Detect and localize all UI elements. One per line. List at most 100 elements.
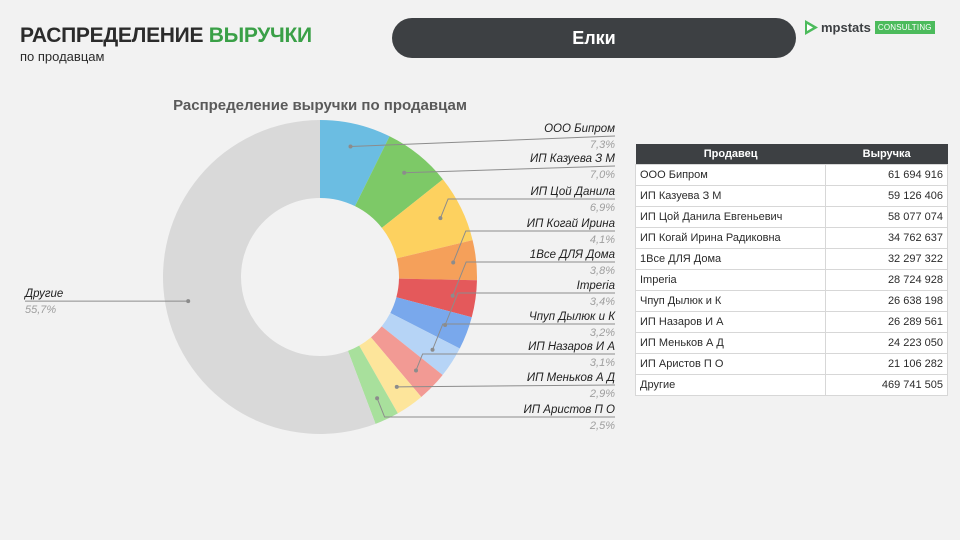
leader-line-4	[452, 261, 615, 296]
slice-label-5: Imperia	[577, 280, 615, 292]
slice-10	[163, 120, 376, 434]
leader-dot-7	[414, 368, 419, 373]
cell-seller: ИП Аристов П О	[634, 353, 827, 375]
slice-label-10: Другие	[23, 288, 63, 300]
table-row: Другие 469 741 505	[634, 374, 948, 396]
slice-label-8: ИП Меньков А Д	[527, 372, 615, 384]
leader-line-6	[432, 323, 615, 350]
logo-text: mpstats	[821, 19, 871, 35]
slice-3	[396, 240, 477, 281]
cell-revenue: 26 638 198	[825, 290, 948, 312]
slice-percent-5: 3,4%	[590, 296, 615, 308]
slice-8	[359, 337, 422, 414]
cell-seller: 1Все ДЛЯ Дома	[634, 248, 827, 270]
page-title: РАСПРЕДЕЛЕНИЕ ВЫРУЧКИ	[20, 24, 312, 48]
cell-revenue: 28 724 928	[825, 269, 948, 291]
leader-line-9	[376, 398, 615, 418]
cell-seller: ИП Когай Ирина Радиковна	[634, 227, 827, 249]
slice-label-9: ИП Аристов П О	[524, 404, 616, 416]
leader-dot-10	[186, 299, 191, 304]
slice-percent-0: 7,3%	[590, 139, 615, 151]
leader-dot-0	[348, 144, 353, 149]
cell-seller: ИП Казуева З М	[634, 185, 827, 207]
cell-revenue: 469 741 505	[825, 374, 948, 396]
cell-revenue: 24 223 050	[825, 332, 948, 354]
leader-dot-2	[438, 216, 443, 221]
table-row: Чпуп Дылюк и К 26 638 198	[634, 290, 948, 312]
leader-dot-6	[430, 347, 435, 352]
cell-seller: ИП Назаров И А	[634, 311, 827, 333]
cell-seller: ООО Бипром	[634, 164, 827, 186]
leader-line-3	[452, 230, 615, 263]
slice-6	[381, 313, 460, 376]
slice-label-7: ИП Назаров И А	[528, 341, 615, 353]
cell-revenue: 21 106 282	[825, 353, 948, 375]
table-row: ООО Бипром 61 694 916	[634, 164, 948, 186]
table-row: ИП Когай Ирина Радиковна 34 762 637	[634, 227, 948, 249]
slice-label-0: ООО Бипром	[544, 123, 615, 135]
table-row: 1Все ДЛЯ Дома 32 297 322	[634, 248, 948, 270]
cell-seller: Imperia	[634, 269, 827, 291]
slice-4	[396, 278, 477, 318]
cell-seller: Другие	[634, 374, 827, 396]
cell-seller: Чпуп Дылюк и К	[634, 290, 827, 312]
category-pill: Елки	[392, 18, 796, 58]
slice-percent-9: 2,5%	[589, 420, 615, 432]
chart-title: Распределение выручки по продавцам	[173, 97, 467, 114]
page-title-part2: ВЫРУЧКИ	[208, 24, 312, 47]
leader-line-8	[396, 384, 616, 388]
slice-1	[355, 136, 443, 228]
leader-line-7	[415, 353, 615, 371]
table-header-row: Продавец Выручка	[635, 144, 948, 165]
leader-dot-8	[394, 384, 399, 389]
cell-revenue: 58 077 074	[825, 206, 948, 228]
table-row: ИП Казуева З М 59 126 406	[634, 185, 948, 207]
slice-5	[390, 297, 472, 349]
cell-revenue: 32 297 322	[825, 248, 948, 270]
slice-9	[347, 345, 398, 424]
logo-badge: CONSULTING	[874, 20, 935, 34]
leader-line-1	[404, 165, 616, 174]
column-header-revenue: Выручка	[825, 144, 948, 165]
slice-percent-4: 3,8%	[590, 265, 615, 277]
table-row: ИП Назаров И А 26 289 561	[634, 311, 948, 333]
leader-dot-9	[375, 396, 380, 401]
category-label: Елки	[572, 27, 616, 48]
cell-seller: ИП Цой Данила Евгеньевич	[634, 206, 827, 228]
donut-chart: Распределение выручки по продавцам ООО Б…	[23, 97, 616, 434]
leader-dot-3	[451, 260, 456, 265]
page-subtitle: по продавцам	[20, 49, 105, 64]
mpstats-logo: mpstats CONSULTING	[805, 17, 935, 37]
table-row: Imperia 28 724 928	[634, 269, 948, 291]
column-header-seller: Продавец	[635, 144, 826, 165]
cell-seller: ИП Меньков А Д	[634, 332, 827, 354]
table-row: ИП Меньков А Д 24 223 050	[634, 332, 948, 354]
slice-label-6: Чпуп Дылюк и К	[529, 311, 616, 323]
leader-line-5	[444, 292, 615, 326]
revenue-table: Продавец Выручка ООО Бипром 61 694 916 ИП …	[634, 144, 948, 396]
slice-percent-6: 3,2%	[590, 327, 615, 339]
slice-label-4: 1Все ДЛЯ Дома	[530, 249, 615, 261]
slice-percent-7: 3,1%	[590, 357, 615, 369]
page-title-part1: РАСПРЕДЕЛЕНИЕ	[20, 24, 204, 47]
slice-label-2: ИП Цой Данила	[531, 186, 615, 198]
slice-percent-8: 2,9%	[589, 388, 615, 400]
logo-icon	[805, 19, 818, 35]
slice-percent-10: 55,7%	[25, 304, 56, 316]
cell-revenue: 34 762 637	[825, 227, 948, 249]
slice-label-1: ИП Казуева З М	[530, 153, 615, 165]
slice-percent-2: 6,9%	[590, 202, 615, 214]
leader-dot-4	[450, 293, 455, 298]
leader-line-0	[350, 135, 616, 148]
slice-percent-3: 4,1%	[590, 234, 615, 246]
slice-0	[320, 120, 390, 207]
table-row: ИП Аристов П О 21 106 282	[634, 353, 948, 375]
table-row: ИП Цой Данила Евгеньевич 58 077 074	[634, 206, 948, 228]
leader-line-2	[439, 198, 615, 219]
cell-revenue: 59 126 406	[825, 185, 948, 207]
slice-percent-1: 7,0%	[590, 169, 615, 181]
cell-revenue: 61 694 916	[825, 164, 948, 186]
slice-7	[370, 326, 443, 397]
cell-revenue: 26 289 561	[825, 311, 948, 333]
leader-dot-1	[402, 170, 407, 175]
